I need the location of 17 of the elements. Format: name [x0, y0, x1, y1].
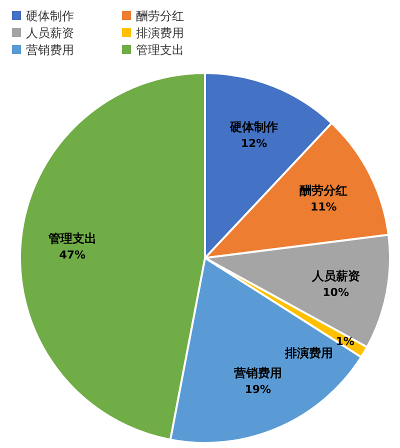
data-label: 47%: [59, 248, 86, 262]
slice-label: 硬体制作: [229, 120, 278, 134]
legend-label: 酬劳分红: [136, 9, 184, 23]
slice-label: 酬劳分红: [300, 184, 348, 198]
legend-label: 排演费用: [136, 26, 184, 40]
legend-label: 人员薪资: [26, 26, 74, 40]
slice-label: 管理支出: [47, 231, 96, 246]
legend-label: 硬体制作: [26, 9, 74, 23]
slice-label: 排演费用: [284, 346, 334, 360]
data-label: 19%: [244, 383, 272, 396]
data-label: 10%: [322, 286, 350, 299]
legend-label: 营销费用: [26, 43, 74, 57]
slice-label: 人员薪资: [310, 268, 360, 283]
legend-label: 管理支出: [136, 43, 184, 57]
slice-label: 营销费用: [232, 366, 282, 380]
data-label: 11%: [310, 200, 337, 214]
data-label: 12%: [240, 137, 268, 150]
